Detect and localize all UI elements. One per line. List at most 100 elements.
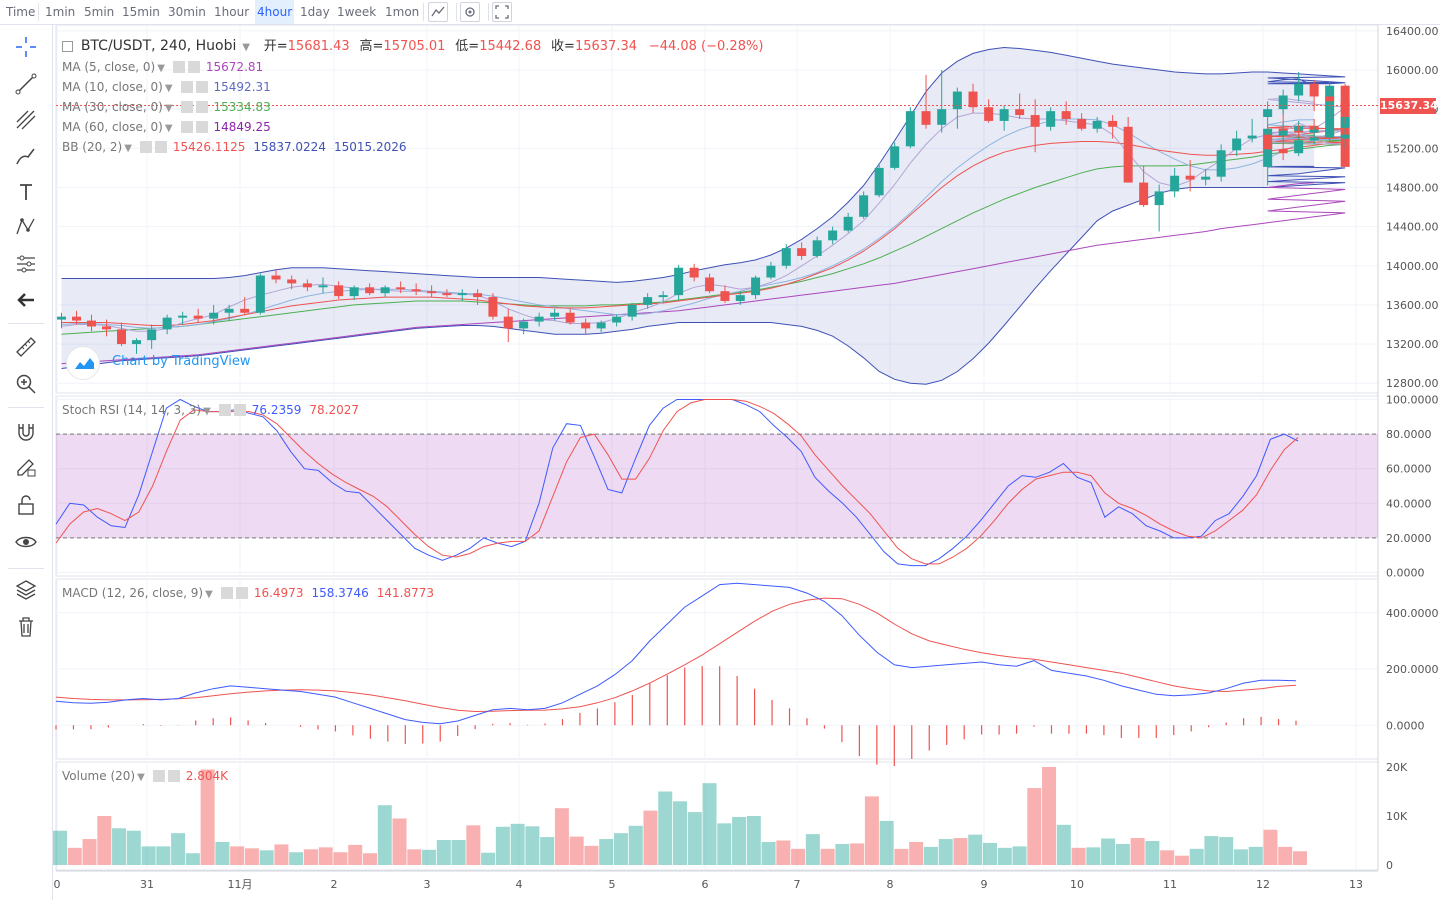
settings-icon[interactable] bbox=[218, 404, 231, 416]
volume-bar bbox=[1130, 838, 1145, 865]
candle bbox=[812, 236, 822, 258]
candle bbox=[565, 308, 575, 325]
settings-icon[interactable] bbox=[180, 81, 193, 93]
volume-bar bbox=[451, 840, 466, 865]
volume-bar bbox=[377, 805, 392, 865]
indicator-icon[interactable] bbox=[428, 2, 448, 22]
close-icon[interactable] bbox=[187, 61, 200, 73]
candle-body bbox=[302, 283, 312, 288]
candle-body bbox=[1232, 138, 1242, 151]
timeframe-1mon[interactable]: 1mon bbox=[385, 5, 420, 19]
close-icon[interactable] bbox=[233, 404, 246, 416]
candle bbox=[952, 87, 962, 129]
volume-bar bbox=[171, 833, 186, 865]
chevron-down-icon[interactable]: ▼ bbox=[164, 103, 173, 114]
pattern-icon[interactable] bbox=[14, 215, 38, 239]
trend-line-icon[interactable] bbox=[14, 72, 38, 96]
candle bbox=[828, 226, 838, 245]
close-icon[interactable] bbox=[195, 81, 208, 93]
timeframe-15min[interactable]: 15min bbox=[122, 5, 160, 19]
settings-icon[interactable] bbox=[460, 2, 480, 22]
chevron-down-icon[interactable]: ▼ bbox=[205, 589, 213, 600]
candle bbox=[1340, 128, 1350, 149]
timeframe-time[interactable]: Time bbox=[6, 5, 36, 19]
candle bbox=[674, 264, 684, 301]
chevron-down-icon[interactable]: ▼ bbox=[137, 772, 145, 783]
timeframe-1hour[interactable]: 1hour bbox=[214, 5, 250, 19]
timeframe-5min[interactable]: 5min bbox=[84, 5, 115, 19]
trash-icon[interactable] bbox=[14, 615, 38, 639]
toolbar-divider bbox=[488, 3, 489, 21]
candle bbox=[1201, 168, 1211, 186]
settings-icon[interactable] bbox=[152, 770, 165, 782]
candle bbox=[612, 314, 622, 327]
chevron-down-icon[interactable]: ▼ bbox=[164, 123, 173, 134]
candle-body bbox=[132, 340, 141, 345]
candle-body bbox=[102, 326, 111, 330]
unlock-icon[interactable] bbox=[14, 493, 38, 517]
open-value: 15681.43 bbox=[287, 39, 350, 54]
settings-icon[interactable] bbox=[180, 121, 193, 133]
panel-price bbox=[55, 24, 1379, 394]
candle bbox=[859, 191, 869, 219]
close-icon[interactable] bbox=[195, 101, 208, 113]
current-price-badge: 15637.34 bbox=[1380, 97, 1438, 114]
layers-icon[interactable] bbox=[14, 578, 38, 602]
back-arrow-icon[interactable] bbox=[14, 288, 38, 312]
candle-body bbox=[334, 285, 344, 297]
bb-upper-value: 15837.0224 bbox=[253, 140, 326, 154]
low-label: 低= bbox=[455, 39, 480, 54]
settings-icon[interactable] bbox=[172, 61, 185, 73]
chevron-down-icon[interactable]: ▼ bbox=[242, 42, 250, 53]
candle-body bbox=[999, 109, 1009, 121]
symbol-title: BTC/USDT, 240, Huobi bbox=[80, 38, 237, 54]
ruler-icon[interactable] bbox=[14, 335, 38, 359]
volume-value: 2.804K bbox=[185, 769, 229, 783]
close-icon[interactable] bbox=[167, 770, 180, 782]
close-icon[interactable] bbox=[195, 121, 208, 133]
volume-label: Volume (20) bbox=[62, 769, 136, 783]
volume-bar bbox=[1027, 788, 1042, 865]
close-icon[interactable] bbox=[235, 587, 248, 599]
candle-body bbox=[271, 275, 281, 280]
candle bbox=[874, 163, 884, 198]
volume-bar bbox=[230, 846, 245, 865]
chevron-down-icon[interactable]: ▼ bbox=[157, 63, 165, 74]
candle bbox=[1015, 93, 1025, 119]
timeframe-1week[interactable]: 1week bbox=[337, 5, 377, 19]
settings-icon[interactable] bbox=[180, 101, 193, 113]
lock-drawing-icon[interactable] bbox=[14, 455, 38, 479]
settings-icon[interactable] bbox=[220, 587, 233, 599]
timeframe-4hour[interactable]: 4hour bbox=[255, 0, 295, 24]
collapse-icon[interactable] bbox=[62, 41, 73, 52]
chevron-down-icon[interactable]: ▼ bbox=[203, 406, 211, 417]
fullscreen-icon[interactable] bbox=[492, 2, 512, 22]
magnet-icon[interactable] bbox=[14, 420, 38, 444]
high-value: 15705.01 bbox=[383, 39, 446, 54]
brush-icon[interactable] bbox=[14, 145, 38, 169]
fib-icon[interactable] bbox=[14, 108, 38, 132]
ma60-line bbox=[61, 182, 1346, 365]
timeframe-1day[interactable]: 1day bbox=[300, 5, 330, 19]
crosshair-icon[interactable] bbox=[14, 35, 38, 59]
candle bbox=[1278, 142, 1288, 161]
prediction-icon[interactable] bbox=[14, 252, 38, 276]
close-icon[interactable] bbox=[154, 141, 167, 153]
volume-bar bbox=[584, 845, 599, 865]
candle bbox=[843, 212, 853, 233]
text-icon[interactable] bbox=[14, 180, 38, 204]
chevron-down-icon[interactable]: ▼ bbox=[164, 83, 173, 94]
timeframe-30min[interactable]: 30min bbox=[168, 5, 206, 19]
candle-body bbox=[1309, 129, 1319, 133]
zoom-in-icon[interactable] bbox=[14, 372, 38, 396]
chevron-down-icon[interactable]: ▼ bbox=[124, 143, 132, 154]
eye-icon[interactable] bbox=[14, 530, 38, 554]
toolbar-divider bbox=[8, 568, 44, 569]
settings-icon[interactable] bbox=[139, 141, 152, 153]
price-axis: 16400.0016000.0015600.0015200.0014800.00… bbox=[1377, 25, 1439, 872]
candle bbox=[1325, 124, 1335, 141]
candle-body bbox=[1263, 109, 1273, 117]
timeframe-1min[interactable]: 1min bbox=[45, 5, 76, 19]
volume-bar bbox=[303, 849, 318, 865]
